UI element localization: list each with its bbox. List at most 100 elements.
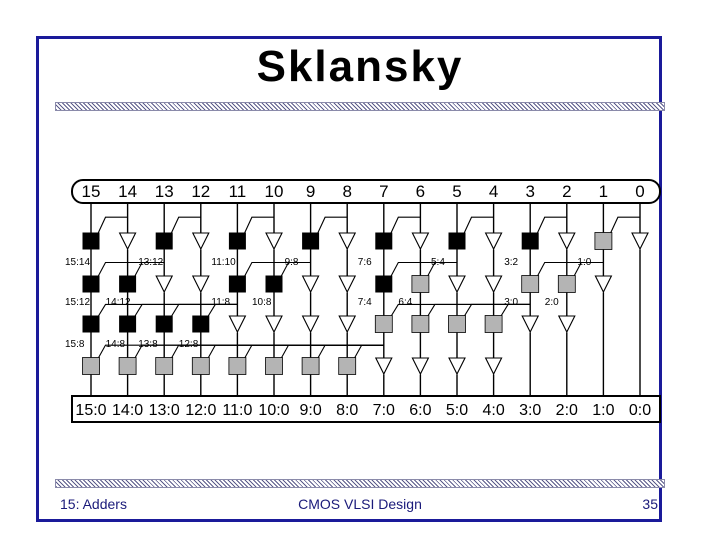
input-bit-label: 12 [191,182,210,201]
buffer-cell [411,232,430,251]
cell-label: 5:4 [431,257,445,268]
prefix-feed-wire [426,261,457,278]
input-bit-label: 4 [489,182,498,201]
black-cell [119,275,137,293]
gray-cell [374,315,393,333]
black-cell [155,315,173,333]
black-cell [521,232,539,250]
gray-cell [411,275,430,293]
output-prefix-label: 9:0 [299,402,321,419]
black-cell [192,315,210,333]
black-cell [375,232,393,250]
output-prefix-label: 14:0 [112,402,143,419]
cell-label: 11:8 [211,297,230,308]
cell-label: 9:8 [285,257,299,268]
input-bit-label: 13 [155,182,174,201]
buffer-cell [191,232,210,251]
gray-cell [301,357,320,375]
cell-label: 10:8 [252,297,272,308]
input-bit-label: 10 [265,182,284,201]
prefix-feed-wire [206,303,238,318]
output-bus [71,395,661,423]
cell-label: 2:0 [545,297,559,308]
footer-chapter: 15: Adders [60,496,127,512]
cell-label: 1:0 [577,257,591,268]
cell-label: 6:4 [398,297,412,308]
black-cell [302,232,320,250]
buffer-cell [484,232,503,251]
output-prefix-label: 11:0 [222,402,252,419]
gray-cell [448,315,466,333]
prefix-feed-wire [609,216,640,235]
buffer-cell [191,275,210,294]
output-prefix-label: 3:0 [519,402,541,419]
prefix-feed-wire [280,261,311,278]
gray-cell [521,275,540,293]
cell-label: 12:8 [179,339,199,350]
prefix-feed-wire [243,261,311,278]
gray-cell [594,232,613,250]
buffer-cell [338,232,357,251]
footer-page-number: 35 [642,496,658,512]
buffer-cell [484,357,503,376]
black-cell [228,275,246,293]
cell-label: 13:12 [138,257,163,268]
black-cell [82,315,100,333]
input-bit-label: 3 [525,182,534,201]
gray-cell [338,357,357,375]
buffer-cell [557,315,576,334]
black-cell [375,275,393,293]
input-bit-label: 15 [82,182,101,201]
buffer-cell [338,275,357,294]
buffer-cell [521,315,540,334]
prefix-feed-wire [389,216,421,235]
footer-divider [55,479,665,488]
input-bus [71,179,661,204]
input-bit-label: 11 [229,182,247,201]
input-bit-label: 2 [562,182,571,201]
input-bit-label: 1 [599,182,608,201]
slide-title: Sklansky [256,42,464,91]
title-divider [55,102,665,111]
prefix-feed-wire [170,216,201,235]
buffer-cell [338,315,357,334]
prefix-feed-wire [536,216,567,235]
buffer-cell [448,275,466,294]
input-bit-label: 9 [306,182,315,201]
cell-label: 3:0 [504,297,518,308]
gray-cell [484,315,503,333]
cell-label: 15:12 [65,297,90,308]
slide-frame [36,36,662,522]
buffer-cell [155,275,174,294]
prefix-feed-wire [353,344,384,360]
buffer-cell [557,232,576,251]
prefix-feed-wire [97,216,128,235]
buffer-cell [448,357,466,376]
cell-label: 15:14 [65,257,90,268]
output-prefix-label: 7:0 [373,402,395,419]
cell-label: 3:2 [504,257,518,268]
cell-label: 13:8 [138,339,158,350]
cell-label: 14:12 [106,297,131,308]
input-bit-label: 7 [379,182,388,201]
buffer-cell [301,275,320,294]
output-prefix-label: 12:0 [185,402,216,419]
cell-label: 7:6 [358,257,372,268]
black-cell [448,232,466,250]
gray-cell [557,275,576,293]
output-prefix-label: 13:0 [149,402,180,419]
output-prefix-label: 8:0 [336,402,358,419]
buffer-cell [631,232,649,251]
output-prefix-label: 15:0 [75,402,106,419]
output-prefix-label: 0:0 [629,402,651,419]
gray-cell [155,357,174,375]
prefix-feed-wire [572,261,604,278]
buffer-cell [265,315,283,334]
prefix-feed-wire [243,216,274,235]
gray-cell [265,357,283,375]
cell-label: 14:8 [106,339,126,350]
black-cell [82,232,100,250]
gray-cell [411,315,430,333]
cell-label: 7:4 [358,297,372,308]
